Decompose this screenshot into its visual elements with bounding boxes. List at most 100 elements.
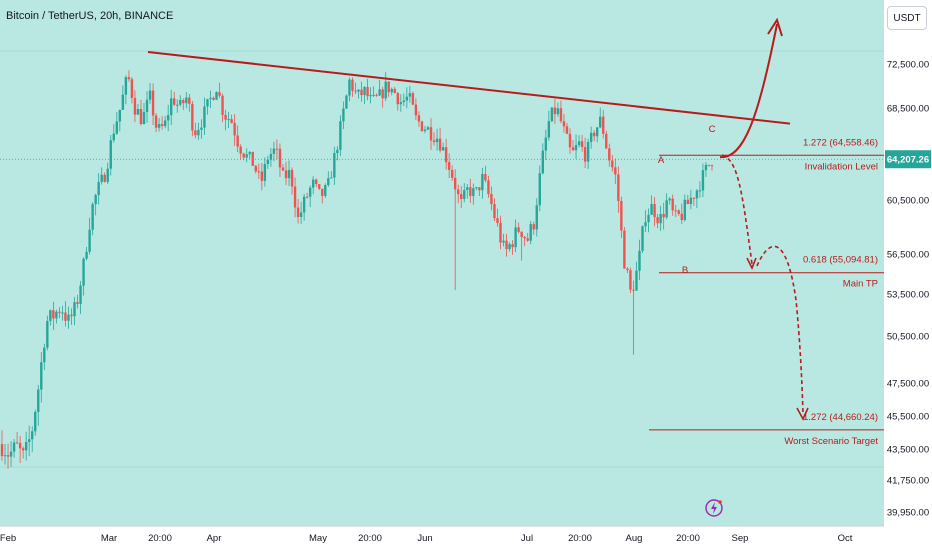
candle-body xyxy=(281,167,285,171)
candle-body xyxy=(438,138,442,151)
candle-body xyxy=(305,196,309,198)
candle-body xyxy=(169,98,173,116)
x-tick-label: 20:00 xyxy=(358,533,382,544)
candle-body xyxy=(290,169,294,187)
candle-body xyxy=(58,311,61,313)
candle-body xyxy=(124,77,128,95)
candle-body xyxy=(707,164,711,166)
candle-body xyxy=(315,179,318,185)
level-note: Worst Scenario Target xyxy=(784,436,878,447)
candle-body xyxy=(163,120,167,127)
bearish-path-2 xyxy=(756,245,804,415)
candle-body xyxy=(496,218,499,224)
price-axis[interactable] xyxy=(884,0,932,526)
candle-body xyxy=(466,187,469,190)
candle-body xyxy=(121,94,125,110)
candle-body xyxy=(345,95,348,109)
y-tick-label: 41,750.00 xyxy=(887,476,929,487)
candle-body xyxy=(626,268,629,271)
candle-body xyxy=(12,442,16,452)
candle-body xyxy=(363,87,366,96)
candle-body xyxy=(704,164,708,171)
candle-body xyxy=(668,198,671,201)
candle-body xyxy=(369,95,372,97)
candle-body xyxy=(269,153,273,160)
candle-body xyxy=(55,311,58,319)
time-axis[interactable] xyxy=(0,526,932,550)
x-tick-label: 20:00 xyxy=(148,533,172,544)
candle-body xyxy=(517,227,520,232)
candle-body xyxy=(52,310,55,319)
candle-body xyxy=(21,448,25,451)
candle-body xyxy=(296,207,300,218)
x-tick-label: Jul xyxy=(521,533,533,544)
candle-body xyxy=(227,119,230,121)
candle-body xyxy=(24,442,28,451)
candle-body xyxy=(118,109,122,122)
candle-body xyxy=(64,312,67,321)
currency-button[interactable]: USDT xyxy=(887,6,927,30)
candle-body xyxy=(206,99,209,107)
candle-body xyxy=(43,347,46,363)
candle-body xyxy=(375,94,378,96)
candle-body xyxy=(82,258,85,286)
y-tick-label: 72,500.00 xyxy=(887,60,929,71)
candle-body xyxy=(191,103,194,131)
y-tick-label: 39,950.00 xyxy=(887,508,929,519)
candle-body xyxy=(321,188,324,196)
candle-body xyxy=(182,100,185,104)
candle-body xyxy=(429,127,433,141)
candle-body xyxy=(354,90,357,92)
candle-body xyxy=(469,187,472,196)
candle-body xyxy=(173,98,176,105)
candle-body xyxy=(487,180,490,194)
candle-body xyxy=(623,230,626,269)
candle-body xyxy=(647,214,650,223)
candle-body xyxy=(372,94,375,96)
candle-body xyxy=(396,92,399,105)
candle-body xyxy=(336,149,339,154)
candle-body xyxy=(324,185,327,196)
candle-body xyxy=(275,148,279,150)
candle-body xyxy=(357,89,360,92)
candle-body xyxy=(568,133,572,148)
resistance-trendline xyxy=(147,51,791,125)
candle-body xyxy=(444,147,448,163)
candle-body xyxy=(463,189,466,200)
candle-body xyxy=(73,302,76,317)
candle-body xyxy=(614,167,617,175)
candle-body xyxy=(136,108,140,115)
x-tick-label: Apr xyxy=(207,533,222,544)
lightning-icon[interactable] xyxy=(705,499,723,517)
candle-body xyxy=(381,89,384,99)
y-tick-label: 43,500.00 xyxy=(887,445,929,456)
candle-body xyxy=(541,150,545,174)
bearish-path-1 xyxy=(721,154,753,265)
level-note: Invalidation Level xyxy=(805,161,878,172)
candle-body xyxy=(514,227,517,248)
candle-body xyxy=(592,132,596,137)
candle-body xyxy=(538,173,541,206)
candle-body xyxy=(535,205,538,230)
candle-body xyxy=(393,88,396,93)
arrow-head-icon xyxy=(746,257,757,270)
candle-body xyxy=(366,87,369,97)
y-tick-label: 53,500.00 xyxy=(887,290,929,301)
candle-body xyxy=(523,237,526,239)
x-tick-label: Feb xyxy=(0,533,16,544)
candle-body xyxy=(595,127,599,137)
last-price-tag: 64,207.26 xyxy=(0,150,931,169)
candle-body xyxy=(408,93,412,97)
candle-body xyxy=(680,213,683,221)
candle-body xyxy=(266,159,270,165)
candle-body xyxy=(160,124,164,127)
candle-body xyxy=(641,226,644,251)
candle-body xyxy=(67,314,70,321)
last-price-badge xyxy=(885,150,931,169)
x-tick-label: Sep xyxy=(732,533,749,544)
candle-body xyxy=(417,115,421,122)
annotation-layer: 1.272 (64,558.46) Invalidation Level 0.618… xyxy=(147,17,884,447)
candle-body xyxy=(378,89,381,96)
